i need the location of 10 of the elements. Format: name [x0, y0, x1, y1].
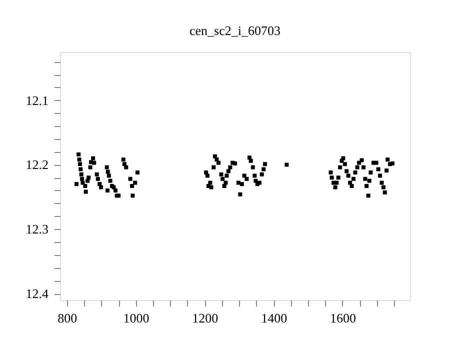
x-tick-label: 1400 — [261, 310, 288, 326]
y-tick-label: 12.1 — [26, 92, 48, 108]
x-tick-label: 800 — [58, 310, 78, 326]
x-tick-label: 1600 — [330, 310, 356, 326]
x-tick-label: 1000 — [123, 310, 150, 326]
x-tick-label: 1200 — [192, 310, 218, 326]
chart-title: cen_sc2_i_60703 — [190, 23, 280, 38]
y-tick-label: 12.4 — [26, 286, 49, 302]
y-tick-label: 12.2 — [26, 157, 48, 172]
y-tick-label: 12.3 — [26, 222, 48, 237]
